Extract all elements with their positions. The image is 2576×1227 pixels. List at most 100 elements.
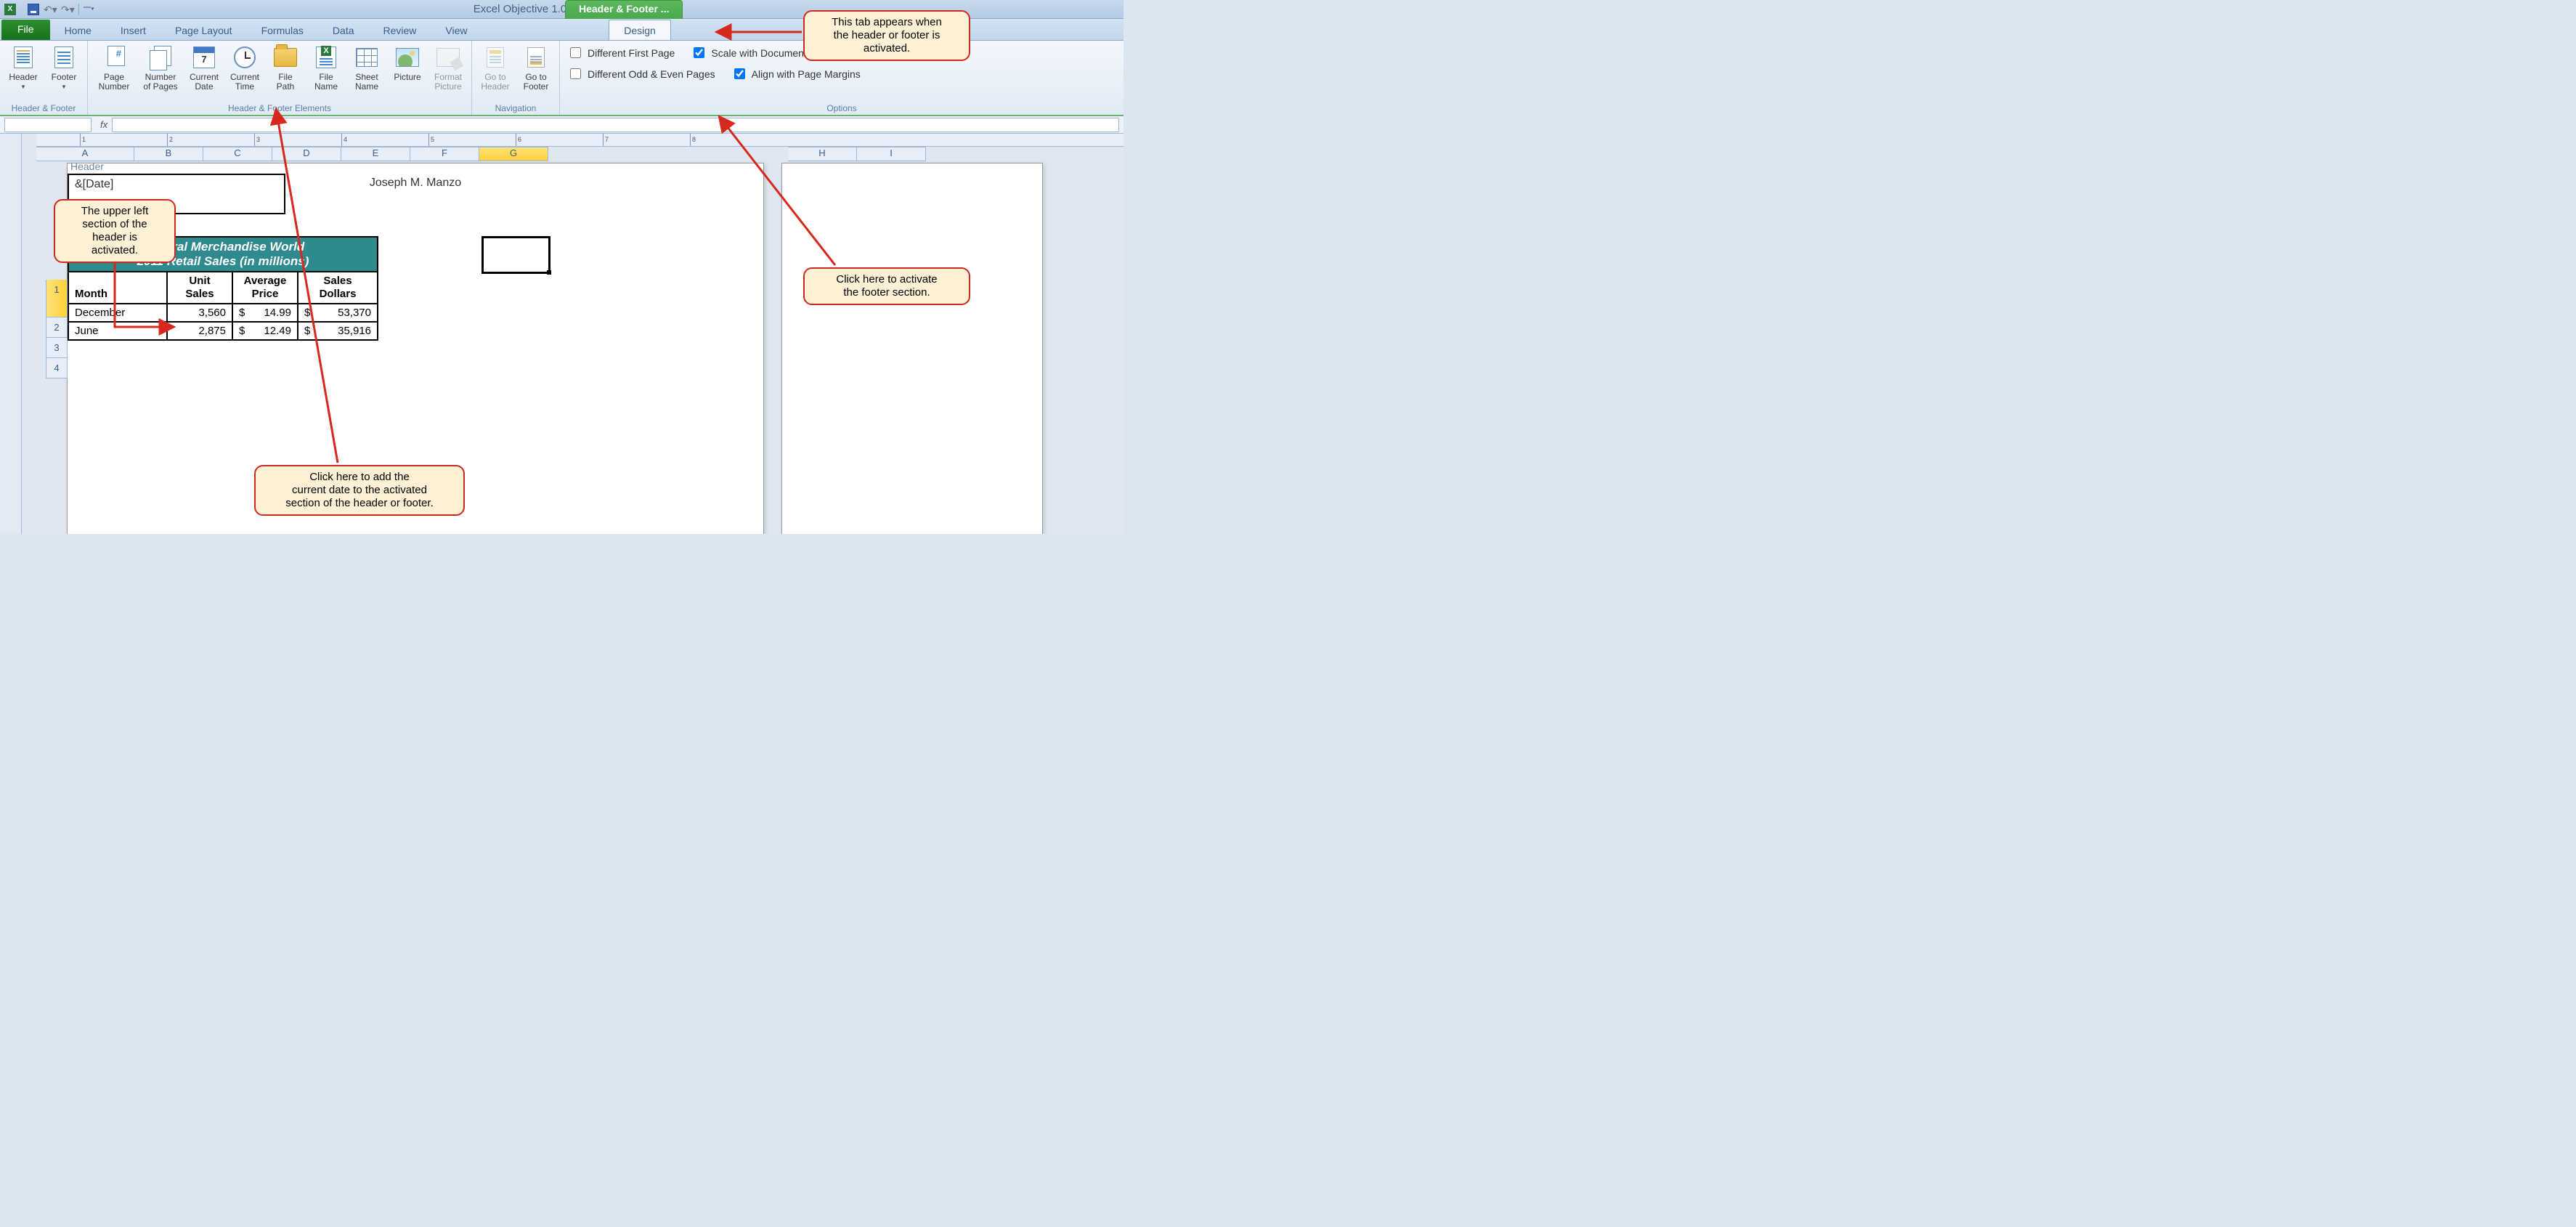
header-right-section[interactable] xyxy=(545,174,763,214)
picture-label: Picture xyxy=(394,73,420,82)
ruler-tick: 1 xyxy=(80,134,86,146)
cell-dollars[interactable]: 53,370 xyxy=(298,304,378,322)
column-headers: A B C D E F G H I xyxy=(36,147,1124,161)
scale-with-document-checkbox[interactable]: Scale with Document xyxy=(691,45,807,60)
redo-icon[interactable]: ↷▾ xyxy=(61,4,74,15)
checkbox-icon[interactable] xyxy=(570,68,581,79)
page-2: Click to add d xyxy=(781,163,1043,534)
page-number-button[interactable]: Page Number xyxy=(92,44,136,92)
row-header-2[interactable]: 2 xyxy=(46,317,68,338)
file-name-button[interactable]: File Name xyxy=(307,44,345,92)
select-all-corner[interactable] xyxy=(0,134,22,534)
row-header-3[interactable]: 3 xyxy=(46,338,68,358)
contextual-tab-label: Header & Footer ... xyxy=(565,0,683,19)
folder-icon xyxy=(274,48,297,67)
cell-units[interactable]: 3,560 xyxy=(167,304,232,322)
checkbox-icon[interactable] xyxy=(734,68,745,79)
column-header-i[interactable]: I xyxy=(857,147,926,161)
worksheet-area: 1 2 3 4 5 6 7 8 A B C D E F G H I Header xyxy=(0,134,1124,534)
customize-qat-icon[interactable]: ⎻▾ xyxy=(84,5,94,13)
different-first-page-checkbox[interactable]: Different First Page xyxy=(567,45,675,60)
checkbox-icon[interactable] xyxy=(694,47,704,58)
quick-access-toolbar: ↶▾ ↷▾ ⎻▾ xyxy=(0,4,99,15)
footer-icon xyxy=(54,46,73,68)
group-caption: Options xyxy=(560,102,1124,115)
name-box[interactable] xyxy=(4,118,92,132)
format-picture-icon xyxy=(436,48,460,67)
tab-page-layout[interactable]: Page Layout xyxy=(161,20,247,40)
header-center-section[interactable]: Joseph M. Manzo xyxy=(285,174,545,214)
file-name-label: File Name xyxy=(314,73,338,92)
go-to-footer-button[interactable]: Go to Footer xyxy=(517,44,555,92)
cell-month[interactable]: December xyxy=(68,304,167,322)
ribbon-group-navigation: Go to Header Go to Footer Navigation xyxy=(472,41,560,115)
scale-with-document-label: Scale with Document xyxy=(711,47,807,59)
column-header-a[interactable]: A xyxy=(36,147,134,161)
cell-units[interactable]: 2,875 xyxy=(167,322,232,340)
column-header-c[interactable]: C xyxy=(203,147,272,161)
header-region[interactable]: &[Date] Joseph M. Manzo xyxy=(68,174,763,214)
column-header-g[interactable]: G xyxy=(479,147,548,161)
footer-button[interactable]: Footer ▼ xyxy=(45,44,83,92)
title-bar: ↶▾ ↷▾ ⎻▾ Excel Objective 1.0 - Microsoft… xyxy=(0,0,1124,19)
ribbon-tabs: File Home Insert Page Layout Formulas Da… xyxy=(0,19,1124,41)
header-region-label: Header xyxy=(70,161,104,172)
tab-review[interactable]: Review xyxy=(369,20,431,40)
header-button[interactable]: Header ▼ xyxy=(4,44,42,92)
table-title: General Merchandise World 2011 Retail Sa… xyxy=(68,237,378,272)
formula-input[interactable] xyxy=(112,118,1119,132)
ruler-tick: 8 xyxy=(690,134,696,146)
data-table: General Merchandise World 2011 Retail Sa… xyxy=(68,236,378,341)
tab-formulas[interactable]: Formulas xyxy=(247,20,318,40)
table-title-line1: General Merchandise World xyxy=(142,240,305,254)
column-header-e[interactable]: E xyxy=(341,147,410,161)
page2-header-hint[interactable]: Click to add d xyxy=(804,265,919,288)
ruler-tick: 2 xyxy=(167,134,173,146)
cell-month[interactable]: June xyxy=(68,322,167,340)
current-time-button[interactable]: Current Time xyxy=(226,44,264,92)
tab-design[interactable]: Design xyxy=(609,20,671,40)
sheet-name-button[interactable]: Sheet Name xyxy=(348,44,386,92)
go-to-header-icon xyxy=(487,47,504,68)
number-of-pages-button[interactable]: Number of Pages xyxy=(139,44,182,92)
tab-view[interactable]: View xyxy=(431,20,482,40)
column-header-d[interactable]: D xyxy=(272,147,341,161)
column-header-f[interactable]: F xyxy=(410,147,479,161)
picture-button[interactable]: Picture xyxy=(389,44,426,82)
fx-icon[interactable]: fx xyxy=(100,119,107,130)
column-header-h[interactable]: H xyxy=(788,147,857,161)
active-cell[interactable] xyxy=(482,236,550,274)
cell-price[interactable]: 14.99 xyxy=(232,304,298,322)
tab-insert[interactable]: Insert xyxy=(106,20,161,40)
align-page-margins-label: Align with Page Margins xyxy=(752,68,861,80)
different-odd-even-checkbox[interactable]: Different Odd & Even Pages xyxy=(567,66,715,81)
align-page-margins-checkbox[interactable]: Align with Page Margins xyxy=(731,66,861,81)
file-name-icon xyxy=(316,46,336,68)
row-header-1[interactable]: 1 xyxy=(46,280,68,317)
format-picture-label: Format Picture xyxy=(434,73,462,92)
save-icon[interactable] xyxy=(28,4,39,15)
col-dollars: Sales Dollars xyxy=(298,272,378,304)
col-price: Average Price xyxy=(232,272,298,304)
file-path-button[interactable]: File Path xyxy=(267,44,304,92)
undo-icon[interactable]: ↶▾ xyxy=(44,4,57,15)
page-1: Header &[Date] Joseph M. Manzo 1 2 3 4 xyxy=(67,163,764,534)
column-header-b[interactable]: B xyxy=(134,147,203,161)
group-caption: Navigation xyxy=(476,102,555,115)
ruler-tick: 5 xyxy=(428,134,434,146)
row-headers: 1 2 3 4 xyxy=(46,280,68,378)
checkbox-icon[interactable] xyxy=(570,47,581,58)
cell-dollars[interactable]: 35,916 xyxy=(298,322,378,340)
go-to-footer-label: Go to Footer xyxy=(524,73,549,92)
table-row: December 3,560 14.99 53,370 xyxy=(68,304,378,322)
tab-home[interactable]: Home xyxy=(50,20,106,40)
group-caption: Header & Footer Elements xyxy=(92,102,467,115)
tab-file[interactable]: File xyxy=(1,20,50,40)
number-of-pages-label: Number of Pages xyxy=(143,73,177,92)
cell-price[interactable]: 12.49 xyxy=(232,322,298,340)
ribbon-group-header-footer: Header ▼ Footer ▼ Header & Footer xyxy=(0,41,88,115)
header-left-section[interactable]: &[Date] xyxy=(68,174,285,214)
current-date-button[interactable]: Current Date xyxy=(185,44,223,92)
tab-data[interactable]: Data xyxy=(318,20,369,40)
row-header-4[interactable]: 4 xyxy=(46,358,68,378)
